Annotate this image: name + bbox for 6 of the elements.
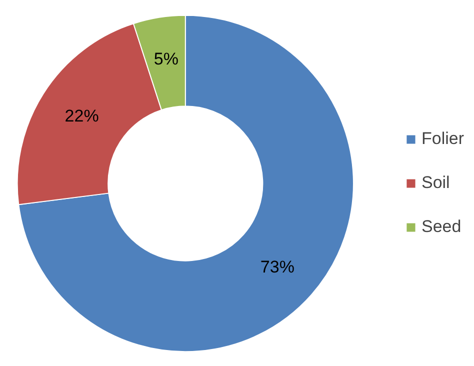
data-label: 73%	[260, 257, 294, 276]
legend-label: Seed	[421, 217, 462, 237]
data-label: 22%	[64, 106, 99, 126]
legend-label: Folier	[421, 129, 464, 149]
data-label: 5%	[154, 50, 178, 69]
legend-label: Soil	[421, 173, 450, 193]
